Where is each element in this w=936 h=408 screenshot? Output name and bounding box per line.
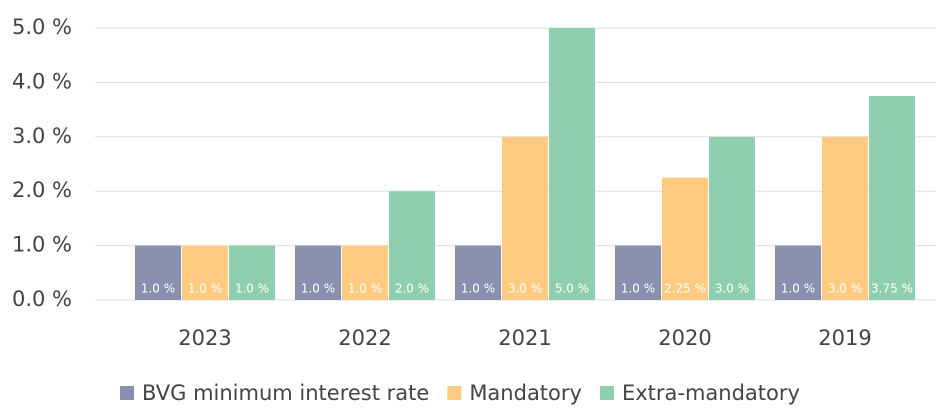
y-tick-label: 3.0 % [12,124,72,148]
y-tick-label: 4.0 % [12,69,72,93]
bar [549,28,595,300]
value-label: 1.0 % [461,282,495,296]
bar [389,191,435,300]
bar [455,245,501,300]
legend-swatch [120,386,134,400]
bar [822,136,868,300]
value-label: 3.0 % [715,282,749,296]
x-tick-label: 2020 [658,326,711,350]
value-label: 2.25 % [664,282,706,296]
legend-swatch [599,386,614,400]
y-tick-label: 0.0 % [12,287,72,311]
bar [615,245,661,300]
bar [662,177,708,300]
bar [135,245,181,300]
value-label: 1.0 % [188,282,222,296]
bar [709,136,755,300]
bar [295,245,341,300]
y-tick-label: 1.0 % [12,233,72,257]
bar [869,96,915,300]
value-label: 1.0 % [781,282,815,296]
x-tick-label: 2023 [178,326,231,350]
value-label: 3.0 % [828,282,862,296]
value-label: 1.0 % [621,282,655,296]
x-tick-label: 2019 [818,326,871,350]
value-label: 1.0 % [301,282,335,296]
legend-label: BVG minimum interest rate [142,381,429,405]
value-label: 3.0 % [508,282,542,296]
value-label: 5.0 % [555,282,589,296]
value-label: 3.75 % [871,282,913,296]
value-label: 2.0 % [395,282,429,296]
legend-label: Mandatory [469,381,582,405]
y-tick-label: 2.0 % [12,178,72,202]
bar [502,136,548,300]
y-tick-label: 5.0 % [12,15,72,39]
x-tick-label: 2022 [338,326,391,350]
legend-swatch [447,386,462,400]
value-label: 1.0 % [235,282,269,296]
bar [775,245,821,300]
bar [182,245,228,300]
x-tick-label: 2021 [498,326,551,350]
value-label: 1.0 % [141,282,175,296]
legend-label: Extra-mandatory [622,381,800,405]
bar [229,245,275,300]
bar [342,245,388,300]
value-label: 1.0 % [348,282,382,296]
